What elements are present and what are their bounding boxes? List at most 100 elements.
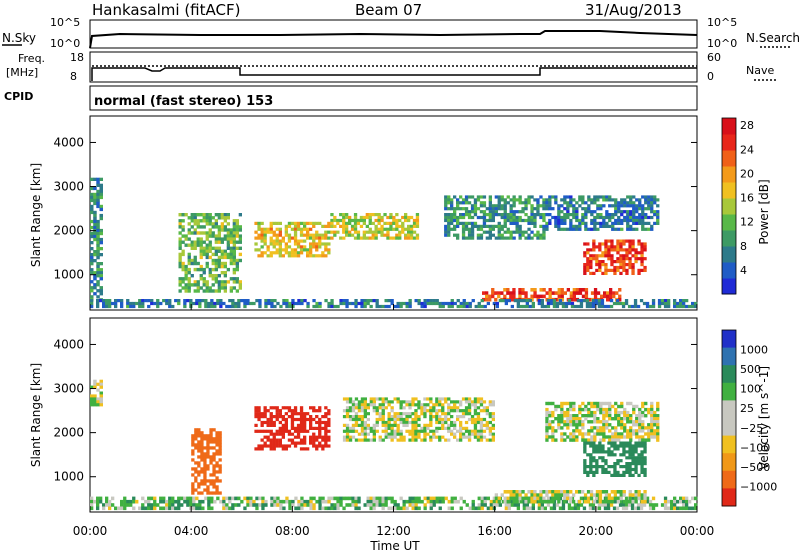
- heatmap-cell: [467, 210, 472, 214]
- heatmap-cell: [90, 503, 94, 507]
- heatmap-cell: [617, 204, 621, 208]
- heatmap-cell: [495, 304, 499, 309]
- heatmap-cell: [288, 304, 292, 309]
- heatmap-cell: [629, 204, 633, 208]
- heatmap-cell: [381, 397, 385, 401]
- heatmap-cell: [156, 503, 160, 507]
- heatmap-cell: [491, 294, 495, 299]
- heatmap-cell: [309, 503, 313, 507]
- heatmap-cell: [503, 213, 507, 217]
- heatmap-cell: [327, 221, 331, 225]
- heatmap-cell: [557, 207, 561, 211]
- heatmap-cell: [494, 236, 498, 240]
- heatmap-cell: [563, 291, 567, 295]
- heatmap-cell: [290, 236, 295, 240]
- heatmap-cell: [635, 198, 639, 202]
- heatmap-cell: [390, 506, 394, 511]
- heatmap-cell: [613, 467, 617, 472]
- heatmap-cell: [572, 210, 576, 214]
- heatmap-cell: [254, 236, 258, 240]
- heatmap-cell: [651, 503, 656, 507]
- heatmap-cell: [623, 423, 627, 427]
- heatmap-cell: [293, 248, 298, 252]
- heatmap-cell: [533, 198, 537, 202]
- heatmap-cell: [447, 409, 451, 413]
- heatmap-cell: [663, 301, 668, 306]
- heatmap-cell: [324, 441, 328, 445]
- heatmap-cell: [453, 233, 457, 237]
- heatmap-cell: [404, 233, 408, 237]
- heatmap-cell: [634, 496, 638, 501]
- heatmap-cell: [386, 227, 390, 231]
- heatmap-cell: [96, 237, 100, 242]
- heatmap-cell: [269, 221, 273, 225]
- heatmap-cell: [650, 414, 654, 418]
- heatmap-cell: [643, 245, 647, 249]
- heatmap-cell: [275, 221, 279, 225]
- heatmap-cell: [205, 234, 209, 238]
- heatmap-cell: [467, 233, 472, 237]
- heatmap-cell: [275, 406, 279, 410]
- heatmap-cell: [429, 438, 433, 442]
- heatmap-cell: [650, 429, 654, 433]
- heatmap-cell: [626, 432, 630, 436]
- heatmap-cell: [461, 201, 466, 205]
- heatmap-cell: [309, 423, 313, 427]
- heatmap-cell: [200, 467, 204, 471]
- heatmap-cell: [634, 254, 638, 258]
- heatmap-cell: [470, 429, 475, 433]
- heatmap-cell: [353, 218, 358, 223]
- heatmap-cell: [90, 186, 94, 191]
- heatmap-cell: [318, 304, 322, 309]
- power-colorbar-swatch: [722, 230, 736, 247]
- heatmap-cell: [401, 215, 405, 220]
- heatmap-cell: [631, 263, 635, 267]
- heatmap-cell: [99, 204, 103, 209]
- heatmap-cell: [634, 490, 638, 494]
- heatmap-cell: [381, 503, 385, 507]
- heatmap-cell: [354, 503, 358, 507]
- heatmap-cell: [595, 444, 599, 448]
- heatmap-cell: [545, 435, 549, 439]
- heatmap-cell: [194, 461, 198, 465]
- heatmap-cell: [281, 447, 285, 451]
- heatmap-cell: [293, 239, 298, 243]
- heatmap-cell: [96, 265, 100, 269]
- cpid-panel: CPID normal (fast stereo) 153: [4, 85, 698, 111]
- heatmap-cell: [566, 496, 570, 501]
- heatmap-cell: [476, 429, 481, 433]
- heatmap-cell: [512, 221, 516, 225]
- heatmap-cell: [595, 490, 600, 494]
- heatmap-cell: [608, 404, 612, 409]
- power-colorbar-tick: 20: [740, 167, 754, 180]
- heatmap-cell: [506, 195, 510, 199]
- heatmap-cell: [366, 496, 370, 501]
- heatmap-cell: [585, 299, 590, 303]
- heatmap-cell: [263, 415, 267, 419]
- heatmap-cell: [414, 496, 418, 501]
- heatmap-cell: [599, 404, 603, 409]
- heatmap-cell: [602, 414, 606, 418]
- heatmap-cell: [628, 265, 632, 270]
- heatmap-cell: [476, 438, 481, 442]
- heatmap-cell: [597, 503, 602, 507]
- heatmap-cell: [369, 397, 373, 401]
- heatmap-cell: [473, 213, 478, 217]
- heatmap-cell: [480, 503, 484, 507]
- heatmap-cell: [412, 224, 417, 228]
- heatmap-cell: [679, 304, 683, 309]
- heatmap-cell: [509, 230, 513, 234]
- heatmap-cell: [602, 435, 606, 439]
- heatmap-cell: [631, 271, 635, 275]
- heatmap-cell: [390, 499, 394, 504]
- heatmap-cell: [663, 503, 668, 507]
- heatmap-cell: [235, 240, 239, 244]
- heatmap-cell: [211, 246, 215, 250]
- heatmap-cell: [467, 230, 472, 234]
- heatmap-cell: [375, 304, 379, 309]
- cpid-text: normal (fast stereo) 153: [94, 94, 273, 109]
- heatmap-cell: [342, 496, 346, 501]
- heatmap-cell: [205, 222, 209, 226]
- heatmap-cell: [543, 304, 547, 309]
- heatmap-cell: [624, 299, 629, 303]
